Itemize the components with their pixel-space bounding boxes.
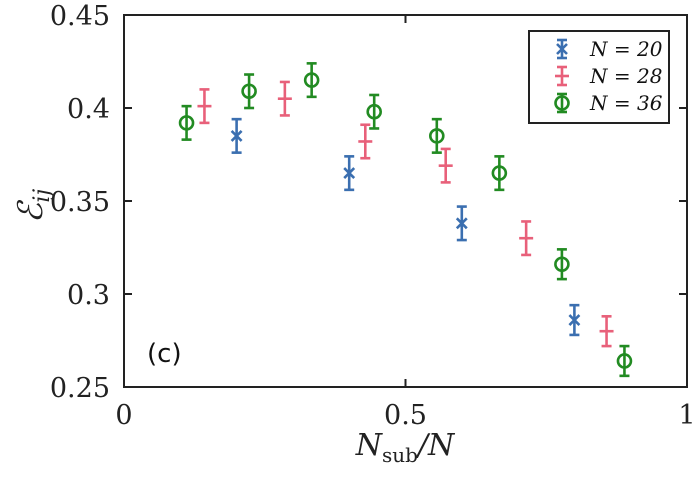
- point-x-marker: [455, 217, 468, 230]
- legend: N = 20 N = 28 N = 36: [528, 30, 670, 124]
- data-point: [358, 123, 373, 160]
- data-point: [438, 147, 453, 184]
- series-2: [197, 80, 614, 348]
- legend-label: N = 28: [589, 64, 662, 88]
- data-point: [519, 220, 534, 257]
- x-tick-label: 1: [678, 400, 695, 431]
- legend-circle-marker: [554, 95, 570, 111]
- data-marks: [178, 62, 633, 378]
- data-point: [277, 80, 292, 117]
- point-circle-marker: [429, 128, 445, 144]
- y-tick-label: 0.3: [67, 280, 110, 311]
- point-x-marker: [343, 167, 356, 180]
- point-circle-marker: [178, 115, 195, 131]
- legend-entry: N = 36: [554, 91, 663, 115]
- y-axis-label: ℰij: [11, 189, 55, 224]
- data-point: [554, 248, 570, 281]
- point-circle-marker: [303, 72, 320, 88]
- data-point: [178, 104, 195, 141]
- series-1: [230, 117, 581, 337]
- data-point: [303, 62, 320, 99]
- legend-entry: N = 28: [555, 64, 662, 88]
- y-axis-label-text: ℰij: [11, 189, 55, 224]
- legend-entry: N = 20: [556, 37, 663, 61]
- point-circle-marker: [491, 165, 508, 181]
- point-x-marker: [568, 314, 581, 326]
- y-tick-label: 0.35: [50, 187, 110, 218]
- x-tick-label: 0: [115, 400, 132, 431]
- y-tick-label: 0.4: [67, 94, 110, 125]
- data-point: [366, 93, 382, 130]
- data-point: [568, 303, 581, 337]
- data-point: [241, 73, 257, 110]
- x-axis-label-text: Nsub/N: [355, 428, 456, 467]
- point-circle-marker: [366, 103, 382, 120]
- point-circle-marker: [241, 83, 257, 100]
- point-circle-marker: [616, 353, 633, 369]
- x-tick-label: 0.5: [384, 400, 427, 431]
- legend-box: [528, 30, 670, 124]
- data-point: [343, 155, 356, 192]
- legend-label: N = 36: [589, 91, 663, 115]
- data-point: [616, 344, 633, 378]
- legend-label: N = 20: [589, 37, 663, 61]
- y-tick-label: 0.45: [50, 1, 110, 32]
- legend-x-marker: [556, 43, 568, 55]
- data-point: [230, 117, 243, 154]
- y-tick-label: 0.25: [50, 373, 110, 404]
- y-axis-ticks: 0.25 0.3 0.35 0.4 0.45: [50, 1, 687, 404]
- data-point: [599, 315, 614, 348]
- series-3: [178, 62, 633, 378]
- data-point: [491, 155, 508, 192]
- data-point: [429, 117, 445, 154]
- x-axis-label: Nsub/N: [355, 428, 456, 467]
- point-x-marker: [230, 129, 243, 142]
- data-point: [197, 88, 212, 125]
- x-axis-ticks: 0 0.5 1: [115, 15, 696, 431]
- point-circle-marker: [554, 256, 570, 273]
- data-point: [455, 205, 468, 242]
- panel-label: (c): [147, 339, 182, 369]
